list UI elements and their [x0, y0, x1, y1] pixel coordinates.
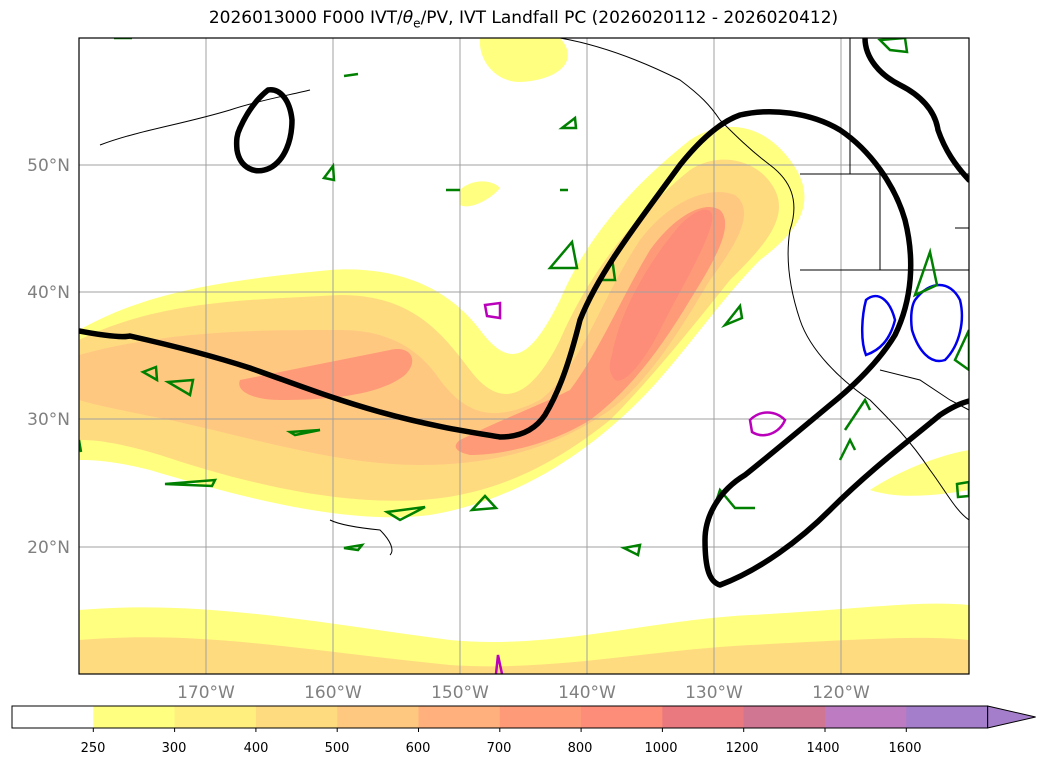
latitude-labels: 50°N 40°N 30°N 20°N	[27, 156, 70, 558]
colorbar-segment	[255, 706, 338, 728]
lon-label: 160°W	[304, 683, 362, 703]
colorbar-tick: 700	[487, 741, 512, 756]
colorbar-tick: 300	[162, 741, 187, 756]
colorbar-segment	[499, 706, 582, 728]
colorbar-extension-arrow	[987, 705, 1036, 729]
title-theta: θ	[402, 8, 414, 28]
gridlines	[79, 38, 969, 674]
colorbar-tick: 1600	[888, 741, 921, 756]
colorbar-segment	[93, 706, 176, 728]
title-suffix: /PV, IVT Landfall PC (2026020112 - 20260…	[420, 8, 839, 28]
colorbar-tick-labels: 250 300 400 500 600 700 800 1000 1200 14…	[81, 741, 922, 756]
lon-label: 140°W	[558, 683, 616, 703]
colorbar-tick: 500	[325, 741, 350, 756]
lon-label: 120°W	[812, 683, 870, 703]
lon-label: 150°W	[431, 683, 489, 703]
map-frame	[78, 37, 970, 675]
figure-title: 2026013000 F000 IVT/θe/PV, IVT Landfall …	[0, 8, 1047, 30]
colorbar-tick: 1000	[644, 741, 677, 756]
ivt-shading	[79, 38, 969, 674]
colorbar-tick: 400	[244, 741, 269, 756]
contours-colored	[483, 283, 964, 674]
lat-label: 20°N	[27, 538, 70, 558]
colorbar	[11, 705, 1036, 732]
colorbar-segment	[581, 706, 663, 728]
colorbar-segment	[174, 706, 257, 728]
colorbar-segment	[906, 706, 989, 728]
lon-label: 130°W	[685, 683, 743, 703]
colorbar-segment	[825, 706, 907, 728]
colorbar-tick: 250	[81, 741, 106, 756]
lat-label: 40°N	[27, 283, 70, 303]
lon-label: 170°W	[177, 683, 235, 703]
colorbar-segment	[418, 706, 501, 728]
colorbar-segment	[743, 706, 826, 728]
colorbar-segment	[12, 706, 94, 728]
contours-black	[79, 38, 969, 588]
lat-label: 30°N	[27, 410, 70, 430]
title-prefix: 2026013000 F000 IVT/	[208, 8, 403, 28]
colorbar-segment	[337, 706, 419, 728]
longitude-labels: 170°W 160°W 150°W 140°W 130°W 120°W	[177, 683, 870, 703]
colorbar-tick: 1200	[725, 741, 758, 756]
colorbar-tick: 600	[406, 741, 431, 756]
colorbar-segment	[662, 706, 745, 728]
colorbar-tick: 800	[568, 741, 593, 756]
colorbar-tick: 1400	[806, 741, 839, 756]
title-subscript: e	[413, 16, 421, 31]
lat-label: 50°N	[27, 156, 70, 176]
